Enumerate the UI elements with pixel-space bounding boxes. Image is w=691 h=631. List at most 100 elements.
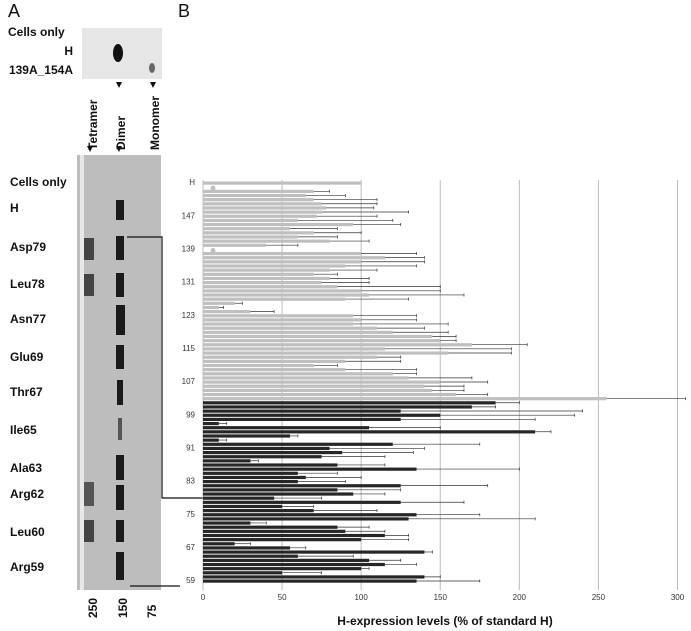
- lane-label: Glu69: [10, 350, 44, 364]
- y-tick-label: 147: [182, 211, 196, 220]
- bar: [203, 546, 290, 550]
- y-tick-label: 91: [186, 443, 195, 452]
- bar: [203, 260, 362, 264]
- bracket: [127, 236, 203, 499]
- x-tick-label: 0: [201, 593, 206, 602]
- bar: [203, 351, 449, 355]
- y-tick-label: 115: [182, 344, 195, 353]
- y-tick-label: 139: [182, 244, 196, 253]
- x-tick-label: 300: [671, 593, 685, 602]
- gel-bands: [84, 200, 125, 580]
- bar: [203, 484, 401, 488]
- bar: [203, 450, 343, 455]
- gel: [77, 155, 161, 590]
- bar: [203, 214, 317, 218]
- bar: [203, 251, 362, 256]
- bar: [203, 558, 370, 562]
- bar: [203, 525, 338, 529]
- band: [113, 44, 123, 62]
- bar: [203, 264, 346, 268]
- bar: [203, 421, 219, 426]
- bar: [203, 529, 346, 533]
- bar: [203, 372, 393, 376]
- band-label: Tetramer: [86, 99, 100, 150]
- bar: [203, 243, 267, 247]
- bar: [203, 384, 425, 388]
- bar: [203, 339, 441, 343]
- bar: [203, 314, 354, 318]
- y-tick-label: 67: [186, 543, 195, 552]
- y-tick-label: 83: [186, 477, 195, 486]
- bar: [203, 388, 433, 392]
- bar: [203, 463, 338, 467]
- bar: [203, 401, 496, 405]
- bar: [203, 268, 330, 272]
- bar: [203, 202, 322, 206]
- band-label: Monomer: [148, 96, 162, 150]
- bar: [203, 293, 370, 297]
- bar: [203, 455, 322, 459]
- marker-label: 75: [145, 604, 159, 618]
- bar: [203, 567, 362, 571]
- lane-label: H: [10, 201, 19, 215]
- bar: [203, 471, 298, 475]
- bar: [203, 417, 401, 422]
- bar: [203, 310, 251, 314]
- marker-label: 250: [86, 598, 100, 618]
- bar: [203, 488, 338, 492]
- bar: [203, 550, 425, 554]
- bar: [203, 256, 385, 260]
- band: [149, 63, 155, 73]
- band-label: Dimer: [114, 116, 128, 150]
- bar: [203, 218, 298, 223]
- bar: [203, 305, 219, 310]
- x-tick-label: 200: [513, 593, 527, 602]
- lane-label: Leu60: [10, 525, 45, 539]
- bar: [203, 500, 401, 504]
- bar: [203, 343, 472, 347]
- bar: [203, 281, 322, 285]
- bar: [203, 438, 219, 442]
- bar: [203, 359, 346, 363]
- bar: [203, 409, 401, 413]
- bar: [203, 405, 472, 409]
- bar: [203, 554, 298, 558]
- y-tick-label: H: [189, 178, 195, 187]
- bar: [203, 355, 377, 359]
- bar: [203, 504, 283, 509]
- gel-edge: [80, 155, 84, 590]
- bar: [203, 492, 354, 496]
- blot-row-label: 139A_154A: [9, 63, 73, 77]
- zero-marker: [210, 185, 216, 191]
- bar: [203, 285, 338, 289]
- bar: [203, 467, 417, 471]
- bar: [203, 562, 385, 567]
- bar: [203, 376, 409, 380]
- blot-row-label: Cells only: [8, 25, 65, 39]
- lane-label: Ala63: [10, 461, 42, 475]
- bar: [203, 533, 385, 538]
- bar: [203, 297, 346, 301]
- bar: [203, 210, 322, 214]
- x-tick-label: 100: [354, 593, 368, 602]
- bar: [203, 397, 607, 401]
- bar: [203, 289, 362, 293]
- bar: [203, 181, 362, 185]
- bar: [203, 198, 314, 202]
- bar: [203, 318, 362, 322]
- bar: [203, 330, 393, 334]
- bar: [203, 239, 330, 243]
- arrows: [87, 82, 156, 152]
- lane-label: Thr67: [10, 385, 43, 399]
- lane-label: Ile65: [10, 423, 37, 437]
- y-tick-label: 75: [186, 510, 195, 519]
- bar: [203, 222, 354, 227]
- zero-marker: [210, 247, 216, 253]
- x-tick-label: 50: [278, 593, 287, 602]
- panel-label: B: [178, 1, 190, 21]
- bar: [203, 231, 314, 235]
- bar: [203, 434, 290, 438]
- bar: [203, 326, 377, 330]
- bar: [203, 446, 330, 451]
- bar: [203, 276, 330, 281]
